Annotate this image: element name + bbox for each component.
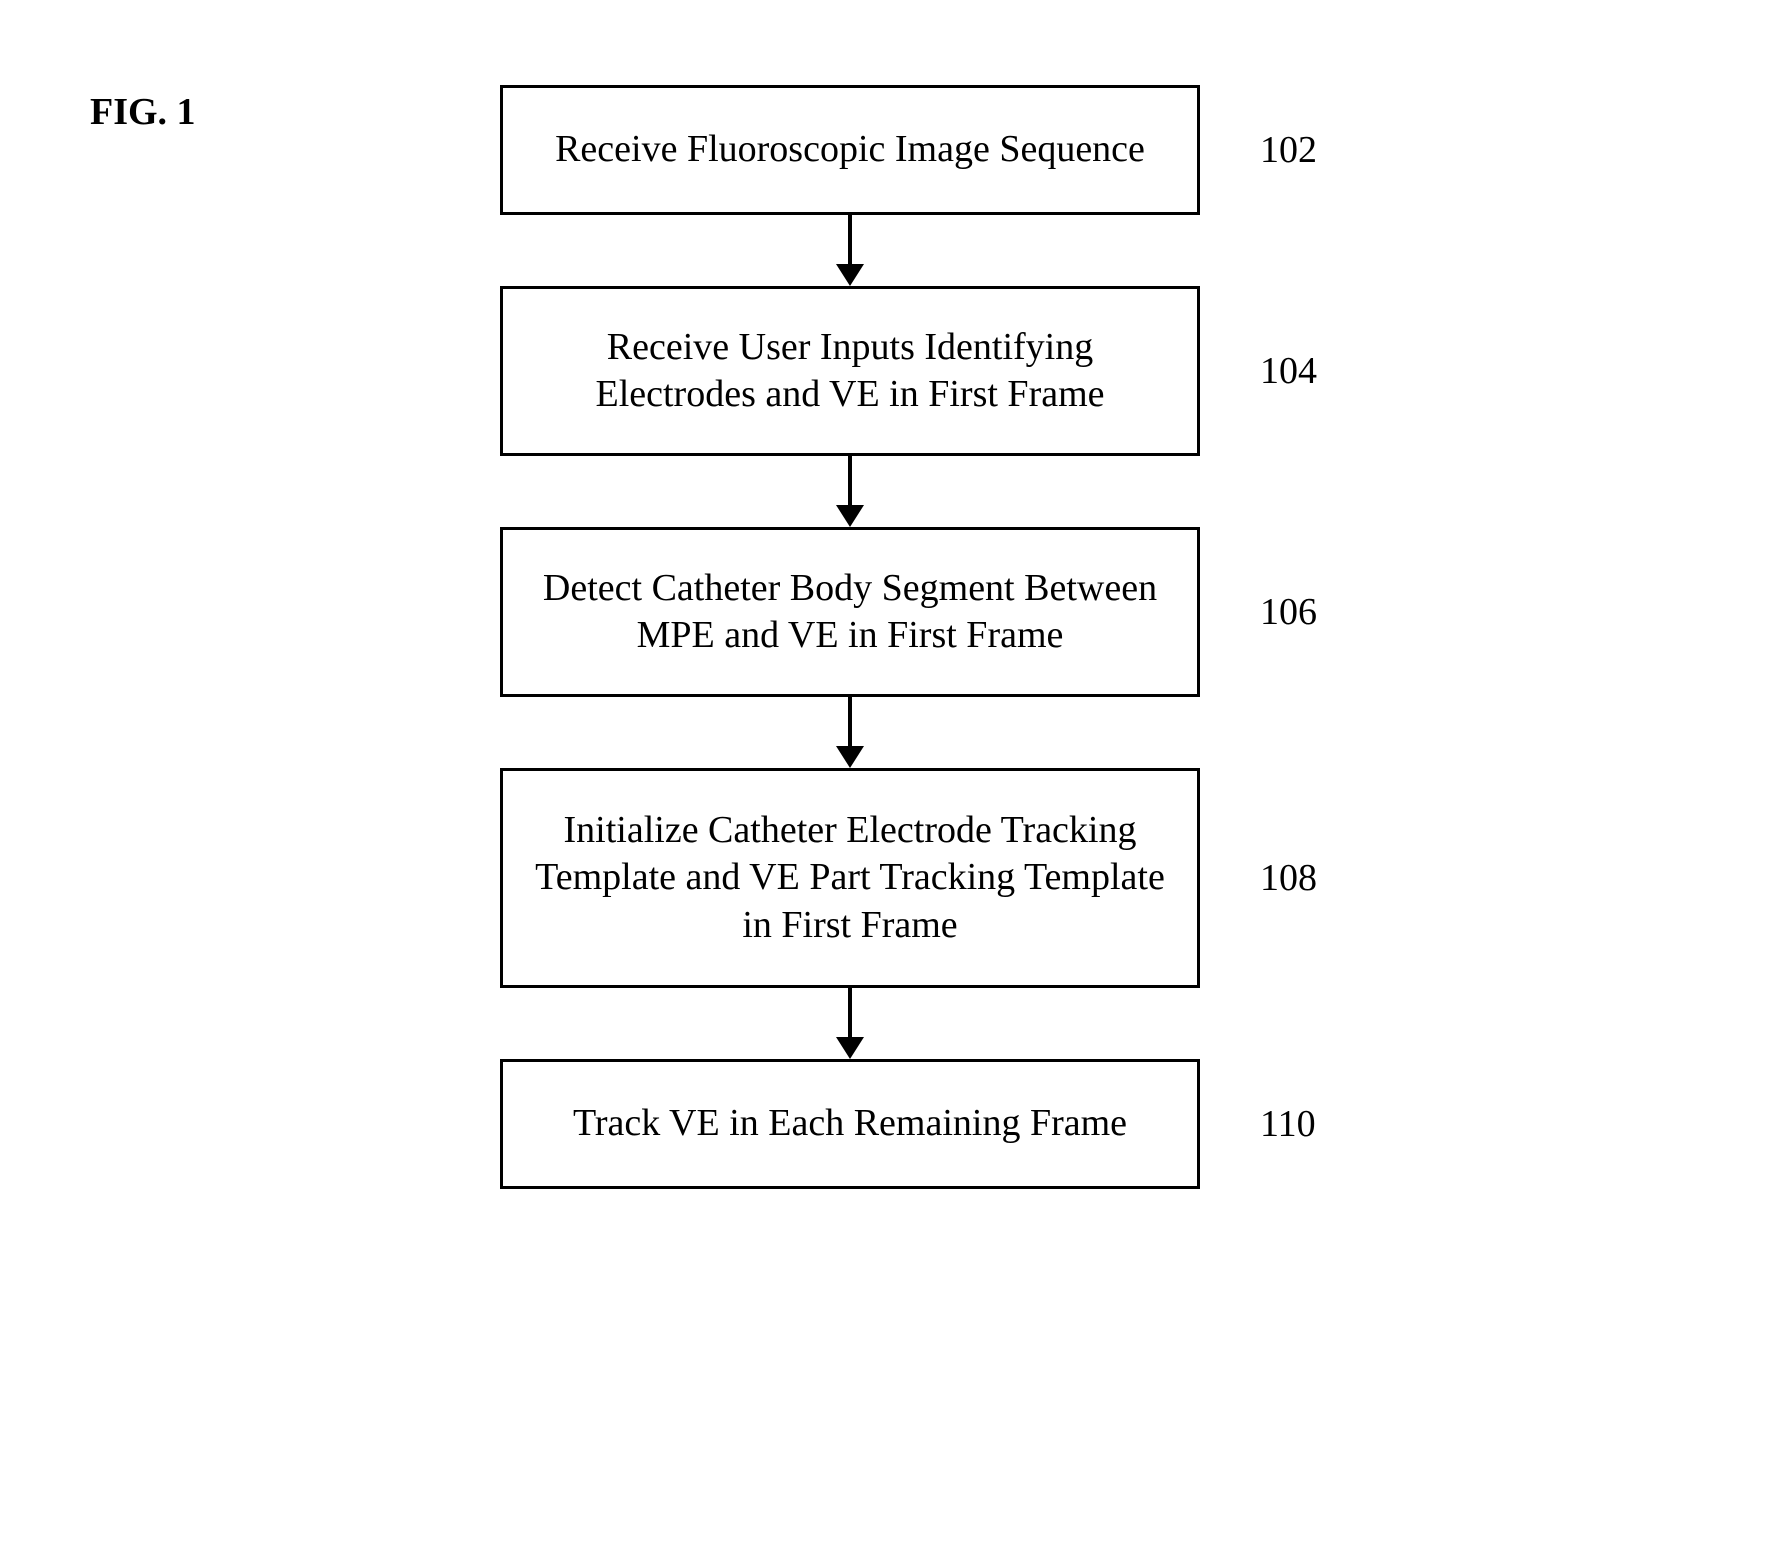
flowchart-arrow — [836, 697, 864, 768]
arrow-line — [848, 215, 852, 265]
flowchart-step-box: Detect Catheter Body Segment Between MPE… — [500, 527, 1200, 697]
flowchart-step-box: Track VE in Each Remaining Frame — [500, 1059, 1200, 1189]
flowchart-arrow — [836, 215, 864, 286]
arrow-line — [848, 988, 852, 1038]
flowchart-step-row: Detect Catheter Body Segment Between MPE… — [500, 527, 1200, 697]
flowchart-step-row: Initialize Catheter Electrode Tracking T… — [500, 768, 1200, 988]
flowchart-step-label: 106 — [1260, 590, 1317, 634]
flowchart-step-row: Receive Fluoroscopic Image Sequence102 — [500, 85, 1200, 215]
arrow-line — [848, 456, 852, 506]
flowchart-step-label: 108 — [1260, 856, 1317, 900]
flowchart-step-label: 102 — [1260, 128, 1317, 172]
flowchart-step-row: Track VE in Each Remaining Frame110 — [500, 1059, 1200, 1189]
figure-label: FIG. 1 — [90, 90, 196, 134]
flowchart-step-label: 104 — [1260, 349, 1317, 393]
flowchart-container: Receive Fluoroscopic Image Sequence102Re… — [500, 85, 1200, 1189]
arrow-head-icon — [836, 264, 864, 286]
flowchart-step-box: Receive Fluoroscopic Image Sequence — [500, 85, 1200, 215]
flowchart-step-box: Receive User Inputs Identifying Electrod… — [500, 286, 1200, 456]
flowchart-step-row: Receive User Inputs Identifying Electrod… — [500, 286, 1200, 456]
arrow-head-icon — [836, 746, 864, 768]
arrow-head-icon — [836, 1037, 864, 1059]
arrow-line — [848, 697, 852, 747]
flowchart-arrow — [836, 988, 864, 1059]
flowchart-arrow — [836, 456, 864, 527]
arrow-head-icon — [836, 505, 864, 527]
flowchart-step-label: 110 — [1260, 1102, 1316, 1146]
flowchart-step-box: Initialize Catheter Electrode Tracking T… — [500, 768, 1200, 988]
